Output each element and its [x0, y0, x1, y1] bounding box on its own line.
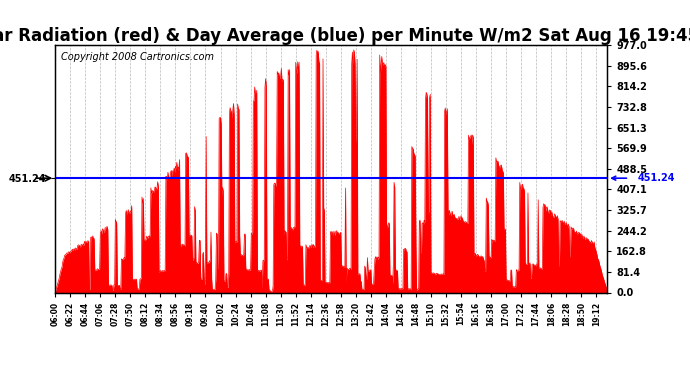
Text: Copyright 2008 Cartronics.com: Copyright 2008 Cartronics.com [61, 53, 214, 62]
Text: 451.24: 451.24 [638, 173, 675, 183]
Title: Solar Radiation (red) & Day Average (blue) per Minute W/m2 Sat Aug 16 19:45: Solar Radiation (red) & Day Average (blu… [0, 27, 690, 45]
